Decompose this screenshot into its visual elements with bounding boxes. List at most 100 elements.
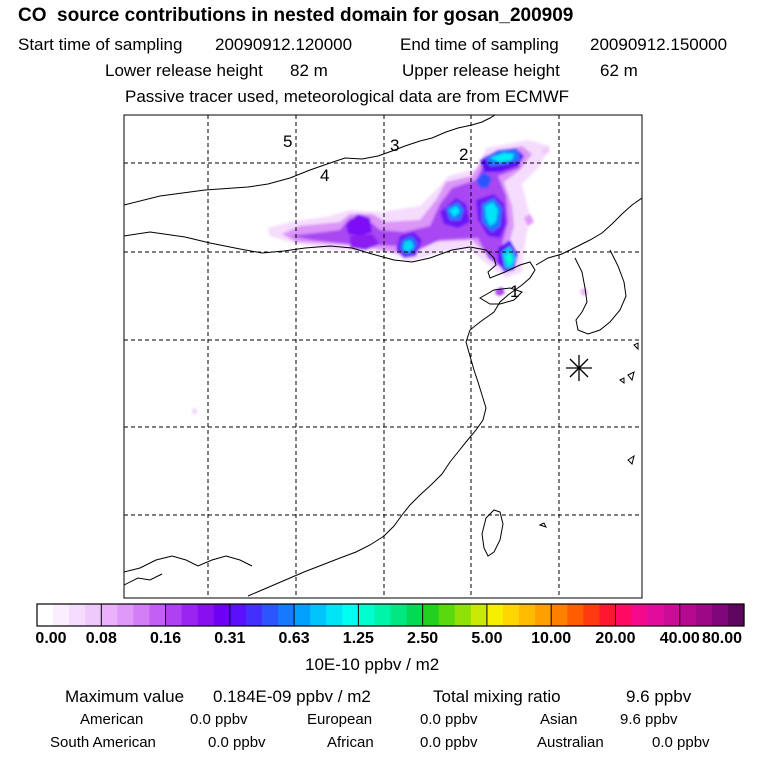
region-south-american-label: South American xyxy=(50,734,156,751)
colorbar-swatch xyxy=(551,604,568,626)
colorbar-tick-label: 0.16 xyxy=(149,630,182,647)
colorbar-swatch xyxy=(213,604,231,626)
upper-release-label: Upper release height xyxy=(402,61,560,80)
colorbar-swatch xyxy=(663,604,681,626)
japan-islet-1 xyxy=(627,371,635,382)
plume-contour xyxy=(346,214,372,236)
region-australian-value: 0.0 ppbv xyxy=(652,734,710,751)
max-value: 0.184E-09 ppbv / m2 xyxy=(213,687,371,706)
lower-release-label: Lower release height xyxy=(105,61,263,80)
colorbar-swatch xyxy=(181,604,199,626)
start-time-label: Start time of sampling xyxy=(18,35,183,54)
colorbar-swatch xyxy=(519,604,536,626)
colorbar-swatch xyxy=(326,604,343,626)
colorbar-swatch xyxy=(261,604,279,626)
chart-title: CO source contributions in nested domain… xyxy=(18,5,574,26)
end-time-value: 20090912.150000 xyxy=(590,35,728,54)
plume-contour xyxy=(485,202,498,226)
colorbar-swatch xyxy=(101,604,118,626)
colorbar-tick-label: 40.00 xyxy=(659,630,700,647)
japan-islet-3 xyxy=(633,342,639,351)
japan-islet-4 xyxy=(619,377,625,384)
region-south-american-value: 0.0 ppbv xyxy=(208,734,266,751)
colorbar-swatch xyxy=(197,604,215,626)
region-asian-value: 9.6 ppbv xyxy=(620,711,678,728)
taiwan xyxy=(481,509,504,557)
border-line xyxy=(124,555,253,573)
region-european-value: 0.0 ppbv xyxy=(420,711,478,728)
region-african-label: African xyxy=(327,734,374,751)
plume-contour xyxy=(540,147,550,155)
colorbar-tick-label: 1.25 xyxy=(342,630,374,647)
colorbar-tick-label: 5.00 xyxy=(471,630,503,647)
colorbar-swatch xyxy=(695,604,713,626)
coastline-east-asia xyxy=(124,231,536,597)
japan-islet-2 xyxy=(627,454,635,465)
colorbar-swatch xyxy=(470,604,488,626)
colorbar-swatch xyxy=(133,604,151,626)
plume-contour xyxy=(505,252,513,266)
korea-peninsula xyxy=(535,197,642,266)
colorbar-swatch xyxy=(711,604,729,626)
colorbar-swatch xyxy=(245,604,263,626)
plume-contour xyxy=(350,234,380,250)
point-label-3: 3 xyxy=(390,136,399,155)
colorbar-swatch xyxy=(69,604,86,626)
colorbar-swatch xyxy=(117,604,135,626)
total-mixing-label: Total mixing ratio xyxy=(433,687,561,706)
end-time-label: End time of sampling xyxy=(400,35,559,54)
region-asian-label: Asian xyxy=(540,711,578,728)
colorbar-swatch xyxy=(53,604,70,626)
plume-contour xyxy=(524,214,534,226)
colorbar-swatch xyxy=(37,604,54,626)
lower-release-value: 82 m xyxy=(290,61,328,80)
colorbar-swatch xyxy=(406,604,424,626)
coastline-north xyxy=(124,115,496,206)
colorbar-swatch xyxy=(374,604,392,626)
point-label-4: 4 xyxy=(320,166,329,185)
colorbar-swatch xyxy=(358,604,376,626)
colorbar-tick-label: 2.50 xyxy=(407,630,439,647)
tracer-note: Passive tracer used, meteorological data… xyxy=(125,87,570,106)
islet-5 xyxy=(538,522,547,528)
colorbar-swatch xyxy=(85,604,102,626)
colorbar xyxy=(36,604,745,626)
colorbar-swatch xyxy=(422,604,440,626)
colorbar-swatch xyxy=(631,604,649,626)
region-american-label: American xyxy=(80,711,144,728)
colorbar-swatch xyxy=(165,604,183,626)
colorbar-swatch xyxy=(229,604,247,626)
region-australian-label: Australian xyxy=(537,734,604,751)
colorbar-swatch xyxy=(679,604,697,626)
colorbar-swatch xyxy=(342,604,359,626)
map-grid xyxy=(124,115,642,598)
colorbar-swatch xyxy=(454,604,472,626)
point-label-2: 2 xyxy=(459,145,468,164)
colorbar-swatch xyxy=(486,604,504,626)
plume-contour xyxy=(476,172,492,188)
colorbar-swatch xyxy=(535,604,552,626)
colorbar-swatch xyxy=(502,604,520,626)
colorbar-swatch xyxy=(727,604,745,626)
shandong-peninsula xyxy=(479,287,523,305)
receptor-marker-icon xyxy=(566,355,592,381)
colorbar-tick-label: 0.00 xyxy=(35,630,67,647)
colorbar-swatch xyxy=(278,604,295,626)
colorbar-swatch xyxy=(390,604,408,626)
colorbar-swatch xyxy=(567,604,584,626)
region-african-value: 0.0 ppbv xyxy=(420,734,478,751)
plume-contour xyxy=(449,206,460,217)
colorbar-swatch xyxy=(149,604,167,626)
region-american-value: 0.0 ppbv xyxy=(190,711,248,728)
colorbar-swatch xyxy=(310,604,327,626)
colorbar-swatch xyxy=(583,604,600,626)
colorbar-swatch xyxy=(615,604,633,626)
point-label-1: 1 xyxy=(510,282,519,301)
colorbar-tick-label: 0.08 xyxy=(85,630,117,647)
colorbar-tick-label: 10.00 xyxy=(531,630,572,647)
colorbar-swatch xyxy=(438,604,456,626)
plume-contour xyxy=(580,288,588,296)
point-label-5: 5 xyxy=(283,132,292,151)
map-frame xyxy=(123,114,643,599)
colorbar-tick-label: 80.00 xyxy=(701,630,743,647)
